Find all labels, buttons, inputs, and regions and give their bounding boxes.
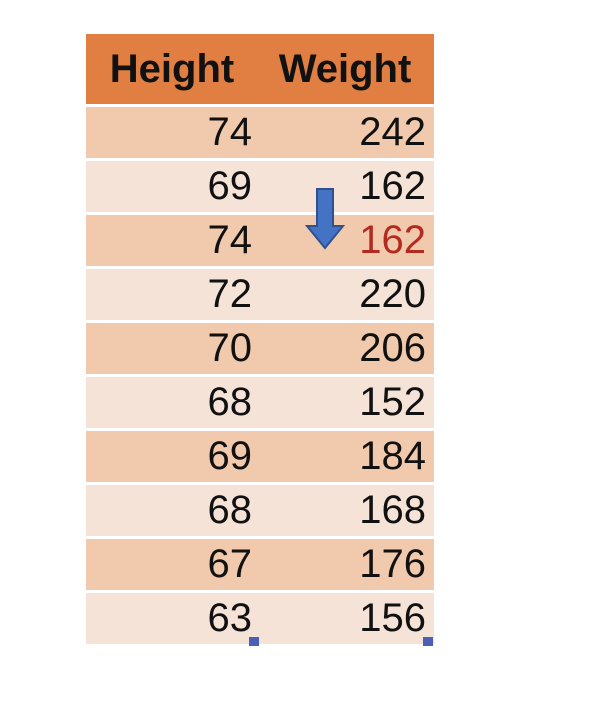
data-table: Height Weight 74 242 69 162 74 162 72 22…	[86, 34, 434, 646]
weight-cell[interactable]: 184	[359, 434, 426, 478]
weight-cell[interactable]: 176	[359, 542, 426, 586]
table-row: 74 162	[86, 215, 434, 266]
table-row: 70 206	[86, 323, 434, 374]
height-cell[interactable]: 67	[207, 542, 253, 586]
weight-cell[interactable]: 152	[359, 380, 426, 424]
table-row: 72 220	[86, 269, 434, 320]
height-cell[interactable]: 70	[207, 326, 253, 370]
table-row: 67 176	[86, 539, 434, 590]
table-row: 74 242	[86, 107, 434, 158]
weight-cell[interactable]: 156	[359, 596, 426, 640]
table-row: 69 184	[86, 431, 434, 482]
table-row: 63 156	[86, 593, 434, 646]
weight-cell[interactable]: 206	[359, 326, 426, 370]
height-cell[interactable]: 74	[207, 218, 253, 262]
table-row: 68 168	[86, 485, 434, 536]
table-header: Height Weight	[86, 34, 434, 104]
height-cell[interactable]: 63	[207, 596, 253, 640]
header-height[interactable]: Height	[109, 46, 235, 91]
height-cell[interactable]: 68	[207, 488, 253, 532]
height-cell[interactable]: 68	[207, 380, 253, 424]
height-cell[interactable]: 74	[207, 110, 253, 154]
table-row: 69 162	[86, 161, 434, 212]
weight-cell[interactable]: 220	[359, 272, 426, 316]
table-row: 68 152	[86, 377, 434, 428]
height-cell[interactable]: 69	[207, 434, 253, 478]
weight-cell[interactable]: 168	[359, 488, 426, 532]
down-arrow-icon	[305, 188, 345, 250]
header-weight[interactable]: Weight	[278, 46, 412, 91]
weight-cell[interactable]: 162	[359, 164, 426, 208]
height-cell[interactable]: 72	[207, 272, 253, 316]
weight-cell-highlighted[interactable]: 162	[359, 218, 426, 262]
fill-handle-height[interactable]	[249, 637, 259, 646]
fill-handle-weight[interactable]	[423, 637, 433, 646]
height-cell[interactable]: 69	[207, 164, 253, 208]
weight-cell[interactable]: 242	[359, 110, 426, 154]
